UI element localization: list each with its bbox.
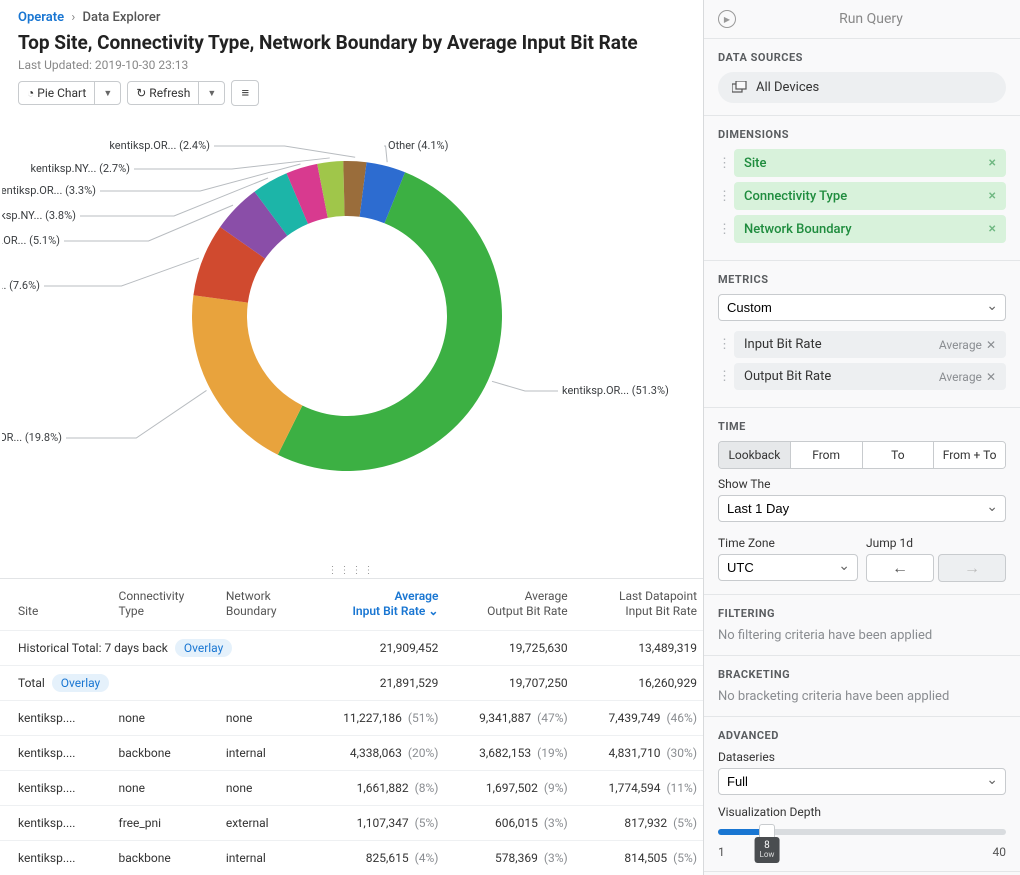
grip-icon[interactable]: ⋮⋮: [718, 189, 728, 204]
metric-label: Input Bit Rate: [744, 337, 822, 352]
data-source-selector[interactable]: All Devices: [718, 72, 1006, 103]
menu-button[interactable]: ≡: [231, 80, 259, 106]
donut-label: kentiksp.OR... (2.4%): [109, 139, 210, 152]
page-title: Top Site, Connectivity Type, Network Bou…: [0, 25, 703, 56]
dimension-row[interactable]: ⋮⋮ Site ×: [718, 149, 1006, 177]
donut-label: kentiksp.NY... (3.8%): [2, 209, 76, 222]
table-row[interactable]: Historical Total: 7 days back Overlay21,…: [0, 631, 703, 666]
donut-slice[interactable]: [191, 295, 301, 454]
time-seg-from[interactable]: From: [790, 442, 862, 468]
dimension-row[interactable]: ⋮⋮ Connectivity Type ×: [718, 182, 1006, 210]
data-sources-section: DATA SOURCES All Devices: [704, 39, 1020, 116]
donut-label: kentiksp.OR... (3.3%): [2, 184, 96, 197]
time-seg-from-to[interactable]: From + To: [933, 442, 1005, 468]
time-mode-segment[interactable]: LookbackFromToFrom + To: [718, 441, 1006, 469]
donut-label: kentiksp.OR... (5.1%): [2, 234, 60, 247]
results-table: Site ConnectivityType NetworkBoundary Av…: [0, 578, 703, 875]
table-row[interactable]: kentiksp....backboneinternal4,338,063(20…: [0, 736, 703, 771]
dataseries-select[interactable]: Full: [718, 768, 1006, 795]
chevron-right-icon: ›: [71, 10, 75, 25]
metric-row[interactable]: ⋮⋮Input Bit RateAverage ✕: [718, 331, 1006, 358]
remove-icon[interactable]: ✕: [986, 338, 996, 352]
breadcrumb: Operate › Data Explorer: [0, 0, 703, 25]
table-row[interactable]: kentiksp....nonenone1,661,882(8%)1,697,5…: [0, 771, 703, 806]
table-row[interactable]: kentiksp....backboneinternal825,615(4%)5…: [0, 841, 703, 875]
col-site[interactable]: Site: [0, 579, 113, 631]
donut-label: kentiksp.OR... (19.8%): [2, 431, 62, 444]
metrics-preset-select[interactable]: Custom: [718, 294, 1006, 321]
chart-type-selector[interactable]: ◔Pie Chart ▼: [18, 81, 121, 105]
arrow-left-icon: ←: [892, 558, 908, 578]
table-row[interactable]: Total Overlay21,891,52919,707,25016,260,…: [0, 666, 703, 701]
sort-desc-icon: ⌄: [428, 604, 438, 618]
chevron-down-icon: ▼: [103, 88, 112, 99]
metrics-section: METRICS Custom ⋮⋮Input Bit RateAverage ✕…: [704, 261, 1020, 408]
overlay-badge: Overlay: [52, 674, 109, 692]
time-seg-lookback[interactable]: Lookback: [719, 442, 790, 468]
arrow-right-icon: →: [964, 558, 980, 578]
donut-label: kentiksp.NY... (7.6%): [2, 279, 40, 292]
time-seg-to[interactable]: To: [862, 442, 934, 468]
remove-icon[interactable]: ✕: [986, 370, 996, 384]
show-the-select[interactable]: Last 1 Day: [718, 495, 1006, 522]
refresh-button[interactable]: ↻Refresh ▼: [127, 81, 225, 105]
donut-label: kentiksp.OR... (51.3%): [562, 384, 669, 397]
query-sidebar: ▶ Run Query DATA SOURCES All Devices DIM…: [704, 0, 1020, 875]
advanced-section: ADVANCED Dataseries Full Visualization D…: [704, 717, 1020, 872]
dimension-label: Network Boundary: [744, 222, 852, 237]
table-row[interactable]: kentiksp....free_pniexternal1,107,347(5%…: [0, 806, 703, 841]
menu-icon: ≡: [241, 85, 249, 101]
remove-icon[interactable]: ×: [989, 221, 996, 237]
run-query-button[interactable]: ▶ Run Query: [704, 0, 1020, 39]
jump-back-button[interactable]: ←: [866, 554, 934, 582]
dimension-row[interactable]: ⋮⋮ Network Boundary ×: [718, 215, 1006, 243]
col-connectivity-type[interactable]: ConnectivityType: [113, 579, 220, 631]
grip-icon[interactable]: ⋮⋮: [718, 156, 728, 171]
col-output-bit-rate[interactable]: AverageOutput Bit Rate: [444, 579, 573, 631]
dimension-label: Connectivity Type: [744, 189, 847, 204]
metric-label: Output Bit Rate: [744, 369, 831, 384]
play-icon: ▶: [718, 10, 736, 28]
viz-depth-slider[interactable]: 8 Low 1 40: [718, 823, 1006, 859]
donut-chart: kentiksp.OR... (51.3%) kentiksp.OR... (19…: [0, 116, 703, 578]
overlay-badge: Overlay: [175, 639, 232, 657]
col-network-boundary[interactable]: NetworkBoundary: [220, 579, 307, 631]
remove-icon[interactable]: ×: [989, 155, 996, 171]
breadcrumb-root[interactable]: Operate: [18, 10, 64, 25]
chevron-down-icon: ▼: [207, 88, 216, 99]
col-last-datapoint[interactable]: Last DatapointInput Bit Rate: [574, 579, 703, 631]
breadcrumb-current: Data Explorer: [82, 10, 160, 25]
jump-forward-button[interactable]: →: [938, 554, 1006, 582]
time-section: TIME LookbackFromToFrom + To Show The La…: [704, 408, 1020, 595]
devices-icon: [732, 81, 748, 95]
refresh-icon: ↻: [136, 86, 146, 100]
resize-handle[interactable]: ⋮⋮⋮⋮: [328, 565, 376, 576]
toolbar: ◔Pie Chart ▼ ↻Refresh ▼ ≡: [0, 78, 703, 116]
col-input-bit-rate[interactable]: AverageInput Bit Rate ⌄: [306, 579, 444, 631]
dimensions-section: DIMENSIONS ⋮⋮Site×⋮⋮Connectivity Type×⋮⋮…: [704, 116, 1020, 261]
filtering-section: FILTERING No filtering criteria have bee…: [704, 595, 1020, 656]
grip-icon[interactable]: ⋮⋮: [718, 369, 728, 384]
dimension-label: Site: [744, 156, 766, 171]
pie-chart-icon: ◔: [27, 86, 34, 100]
grip-icon[interactable]: ⋮⋮: [718, 337, 728, 352]
last-updated: Last Updated: 2019-10-30 23:13: [0, 56, 703, 78]
timezone-select[interactable]: UTC: [718, 554, 858, 581]
donut-label: kentiksp.NY... (2.7%): [30, 162, 130, 175]
remove-icon[interactable]: ×: [989, 188, 996, 204]
bracketing-section: BRACKETING No bracketing criteria have b…: [704, 656, 1020, 717]
metric-row[interactable]: ⋮⋮Output Bit RateAverage ✕: [718, 363, 1006, 390]
donut-label: Other (4.1%): [388, 139, 449, 152]
grip-icon[interactable]: ⋮⋮: [718, 222, 728, 237]
table-row[interactable]: kentiksp....nonenone11,227,186(51%)9,341…: [0, 701, 703, 736]
